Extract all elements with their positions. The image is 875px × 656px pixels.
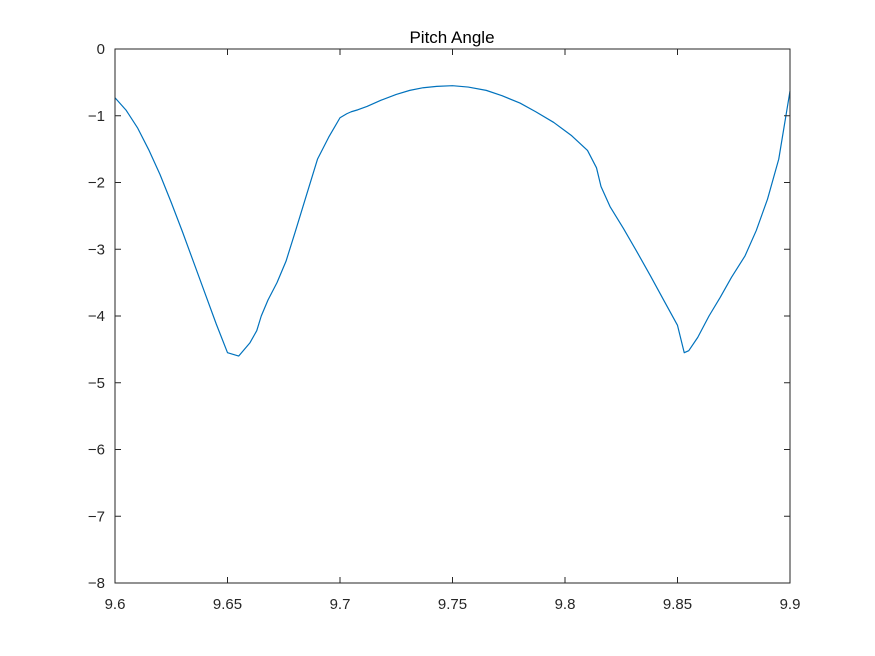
axes-background [115,49,790,583]
x-tick-label: 9.85 [663,596,692,613]
chart-title: Pitch Angle [409,28,494,47]
x-tick-label: 9.6 [105,596,126,613]
y-tick-label: −1 [88,108,105,125]
x-tick-label: 9.7 [330,596,351,613]
plot-area [114,85,791,357]
x-tick-label: 9.65 [213,596,242,613]
y-tick-label: −2 [88,175,105,192]
x-tick-label: 9.75 [438,596,467,613]
y-tick-label: −4 [88,308,105,325]
pitch-angle-series-line [114,85,791,357]
x-axis-ticks: 9.6 9.65 9.7 9.75 9.8 9.85 9.9 [105,49,801,613]
y-axis-ticks: 0 −1 −2 −3 −4 −5 −6 −7 −8 [88,41,790,592]
x-tick-label: 9.8 [555,596,576,613]
y-tick-label: −8 [88,575,105,592]
x-tick-label: 9.9 [780,596,801,613]
y-tick-label: 0 [97,41,105,58]
y-tick-label: −6 [88,442,105,459]
y-tick-label: −7 [88,508,105,525]
y-tick-label: −5 [88,375,105,392]
y-tick-label: −3 [88,241,105,258]
